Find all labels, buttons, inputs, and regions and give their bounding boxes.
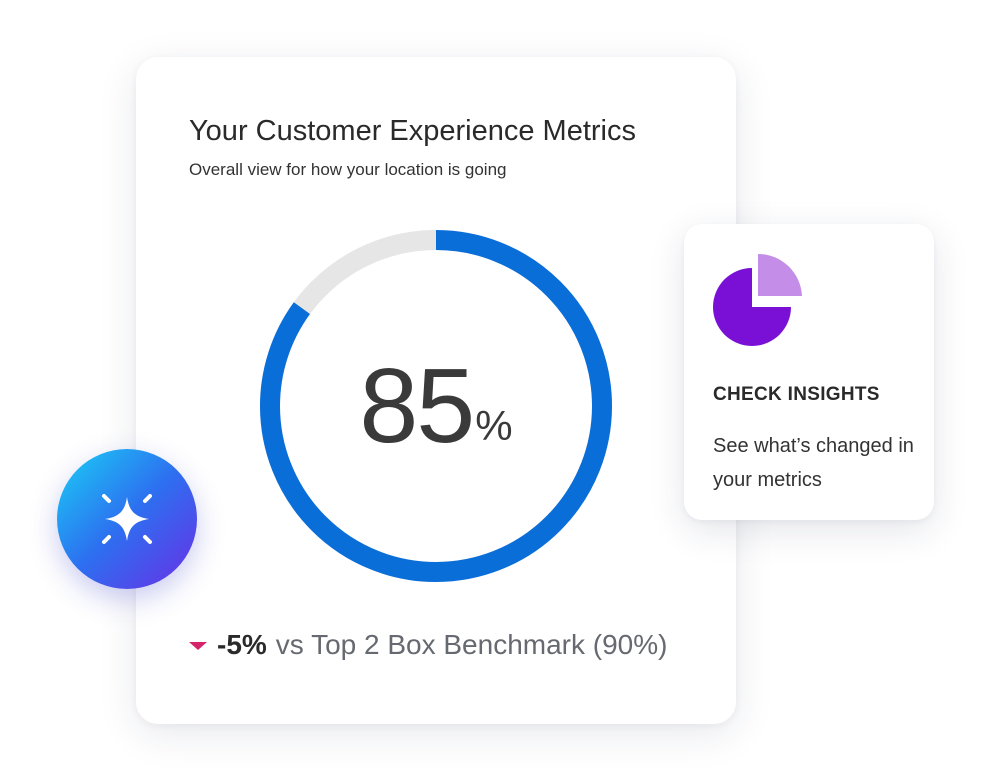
metrics-card: Your Customer Experience Metrics Overall… — [136, 57, 736, 724]
score-number: 85 — [359, 347, 475, 465]
pie-chart-icon — [713, 253, 802, 346]
gauge-value: 85 % — [260, 230, 612, 582]
insights-title: CHECK INSIGHTS — [713, 384, 880, 405]
benchmark-row: -5% vs Top 2 Box Benchmark (90%) — [189, 629, 667, 661]
insights-description: See what’s changed in your metrics — [713, 435, 914, 491]
score-unit: % — [475, 402, 513, 449]
check-insights-card[interactable]: CHECK INSIGHTS See what’s changed in you… — [684, 224, 934, 520]
gauge-fill-arc — [260, 230, 612, 582]
score-gauge: 85 % — [260, 230, 612, 582]
benchmark-delta: -5% — [217, 629, 267, 660]
ai-assistant-button[interactable] — [57, 449, 197, 589]
sparkle-icon — [102, 494, 152, 544]
card-title: Your Customer Experience Metrics — [189, 115, 636, 147]
card-subtitle: Overall view for how your location is go… — [189, 160, 507, 179]
down-triangle-icon — [189, 642, 207, 650]
benchmark-text: vs Top 2 Box Benchmark (90%) — [275, 629, 668, 660]
